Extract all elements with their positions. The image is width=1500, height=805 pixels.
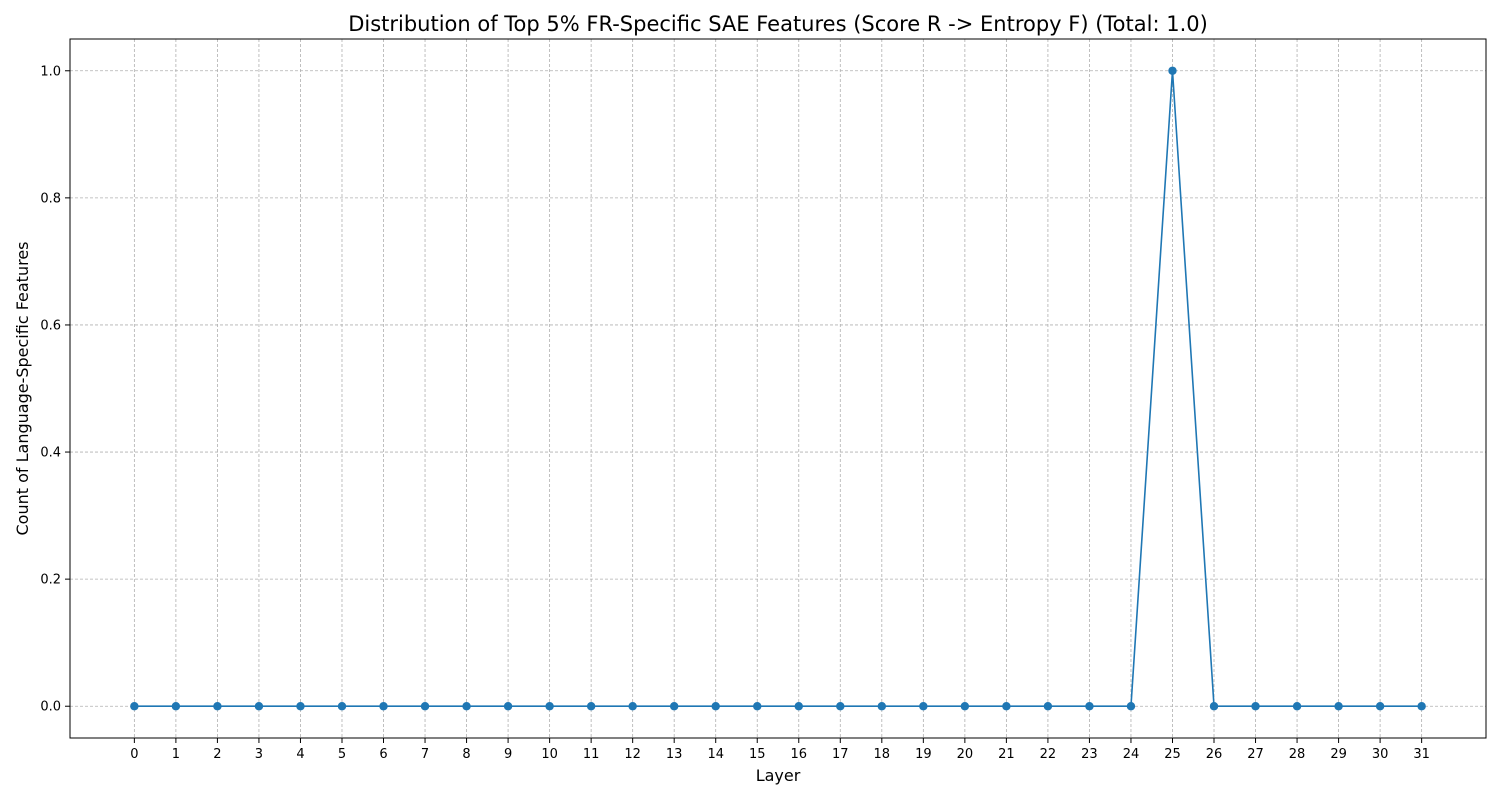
- plot-frame: [69, 38, 1487, 739]
- data-point: [1168, 66, 1177, 75]
- y-tick-label: 0.6: [40, 318, 61, 333]
- x-tick-label: 11: [583, 747, 600, 762]
- data-point: [753, 702, 762, 711]
- data-point: [1417, 702, 1426, 711]
- x-tick-label: 5: [338, 747, 346, 762]
- x-tick-label: 20: [957, 747, 974, 762]
- x-tick-label: 13: [666, 747, 683, 762]
- grid-lines: [70, 39, 1486, 738]
- chart-title: Distribution of Top 5% FR-Specific SAE F…: [348, 12, 1208, 36]
- x-tick-label: 3: [255, 747, 263, 762]
- y-tick-label: 0.8: [40, 191, 61, 206]
- x-tick-label: 21: [998, 747, 1015, 762]
- x-tick-label: 28: [1289, 747, 1306, 762]
- y-tick-label: 1.0: [40, 64, 61, 79]
- data-point: [545, 702, 554, 711]
- x-tick-label: 30: [1372, 747, 1389, 762]
- data-point: [669, 702, 679, 711]
- y-tick-label: 0.0: [40, 700, 61, 715]
- x-tick-label: 10: [541, 747, 558, 762]
- data-point: [628, 702, 637, 711]
- x-axis-ticks: 0 1 2 3 4 5 6 7 8 9 10 11 12 13 14 15 16 17 18 19 20 21 22 23 24…: [130, 738, 1430, 762]
- data-point: [420, 702, 430, 711]
- data-point: [836, 702, 845, 711]
- x-tick-label: 7: [421, 747, 429, 762]
- x-tick-label: 17: [832, 747, 849, 762]
- x-tick-label: 25: [1164, 747, 1181, 762]
- data-point: [1043, 702, 1053, 711]
- data-points: [130, 66, 1426, 711]
- x-tick-label: 1: [172, 747, 180, 762]
- data-point: [130, 702, 139, 711]
- x-tick-label: 15: [749, 747, 766, 762]
- data-point: [1126, 702, 1136, 711]
- data-point: [1292, 702, 1302, 711]
- series-line-group: [134, 70, 1422, 708]
- data-point: [379, 702, 388, 711]
- x-tick-label: 26: [1206, 747, 1223, 762]
- x-tick-label: 8: [462, 747, 470, 762]
- data-point: [586, 702, 596, 711]
- data-point: [877, 702, 887, 711]
- data-point: [960, 702, 970, 711]
- x-tick-label: 2: [213, 747, 221, 762]
- y-axis-ticks: 0.0 0.2 0.4 0.6 0.8 1.0: [40, 64, 70, 715]
- data-point: [1251, 702, 1260, 711]
- data-point: [1085, 702, 1094, 711]
- data-point: [337, 702, 347, 711]
- data-point: [1334, 702, 1343, 711]
- data-point: [296, 702, 305, 711]
- y-axis-label: Count of Language-Specific Features: [13, 242, 32, 536]
- x-tick-label: 31: [1413, 747, 1430, 762]
- y-tick-label: 0.2: [40, 573, 61, 588]
- x-tick-label: 16: [790, 747, 807, 762]
- data-point: [254, 702, 264, 711]
- data-point: [1002, 702, 1011, 711]
- x-tick-label: 19: [915, 747, 932, 762]
- x-tick-label: 23: [1081, 747, 1098, 762]
- data-point: [919, 702, 928, 711]
- data-point: [213, 702, 222, 711]
- x-tick-label: 27: [1247, 747, 1264, 762]
- x-tick-label: 18: [874, 747, 891, 762]
- data-point: [1375, 702, 1385, 711]
- x-tick-label: 22: [1040, 747, 1057, 762]
- x-tick-label: 12: [624, 747, 641, 762]
- data-point: [503, 702, 513, 711]
- x-tick-label: 4: [296, 747, 304, 762]
- x-tick-label: 24: [1123, 747, 1140, 762]
- x-axis-label: Layer: [756, 766, 801, 785]
- y-tick-label: 0.4: [40, 446, 61, 461]
- x-tick-label: 29: [1330, 747, 1347, 762]
- data-point: [794, 702, 803, 711]
- x-tick-label: 14: [707, 747, 724, 762]
- series-line: [134, 70, 1422, 708]
- x-tick-label: 9: [504, 747, 512, 762]
- data-point: [1209, 702, 1219, 711]
- x-tick-label: 0: [130, 747, 138, 762]
- x-tick-label: 6: [379, 747, 387, 762]
- data-point: [711, 702, 720, 711]
- data-point: [171, 702, 181, 711]
- data-point: [462, 702, 471, 711]
